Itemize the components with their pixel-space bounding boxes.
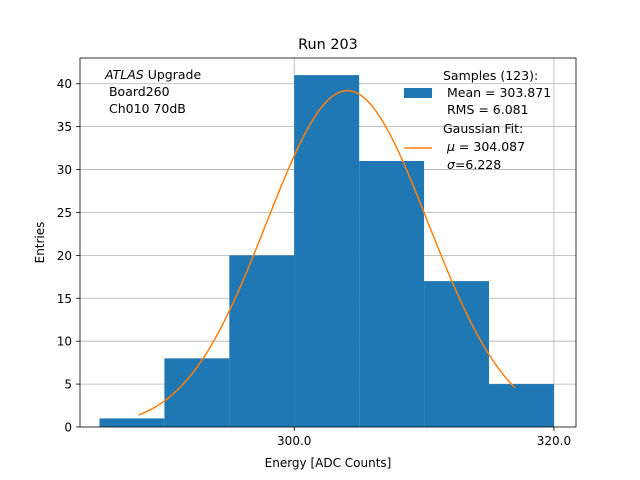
chart-title: Run 203 <box>298 37 358 53</box>
annotation-board: Board260 <box>105 84 170 99</box>
y-tick-layer: 0 5 10 15 20 25 30 35 40 <box>57 77 80 435</box>
x-tick-label: 300.0 <box>277 434 311 448</box>
annotation-channel: Ch010 70dB <box>105 101 186 116</box>
histogram-bar <box>294 75 360 428</box>
histogram-bar <box>99 418 165 427</box>
plot-frame <box>79 57 577 428</box>
x-tick-label: 320.0 <box>537 434 571 448</box>
legend: Samples (123): Mean = 303.871 RMS = 6.08… <box>404 68 551 172</box>
y-tick-label: 15 <box>57 292 72 306</box>
y-tick-label: 0 <box>64 421 72 435</box>
y-tick-label: 30 <box>57 163 72 177</box>
gaussian-fit-curve <box>138 89 516 416</box>
legend-samples-title: Samples (123): <box>443 68 538 83</box>
histogram-bar <box>359 160 425 427</box>
histogram-bar <box>489 384 554 427</box>
legend-samples-rms: RMS = 6.081 <box>443 102 529 117</box>
y-axis-label: Entries <box>33 222 47 264</box>
fit-layer <box>138 89 516 416</box>
y-tick-label: 20 <box>57 249 72 263</box>
legend-samples-swatch <box>404 88 432 98</box>
y-tick-label: 5 <box>64 378 72 392</box>
y-tick-label: 25 <box>57 206 72 220</box>
y-tick-label: 10 <box>57 335 72 349</box>
histogram-bar <box>229 255 295 427</box>
legend-fit-title: Gaussian Fit: <box>443 121 523 136</box>
x-tick-layer: 300.0 320.0 <box>277 427 571 448</box>
annotation-experiment: ATLAS Upgrade <box>104 67 201 82</box>
legend-fit-sigma: σ=6.228 <box>447 157 501 172</box>
legend-samples-mean: Mean = 303.871 <box>443 85 551 100</box>
y-tick-label: 40 <box>57 77 72 91</box>
legend-fit-mu: μ = 304.087 <box>446 139 525 154</box>
histogram-bar <box>424 281 490 427</box>
x-axis-label: Energy [ADC Counts] <box>265 456 392 470</box>
y-tick-label: 35 <box>57 120 72 134</box>
